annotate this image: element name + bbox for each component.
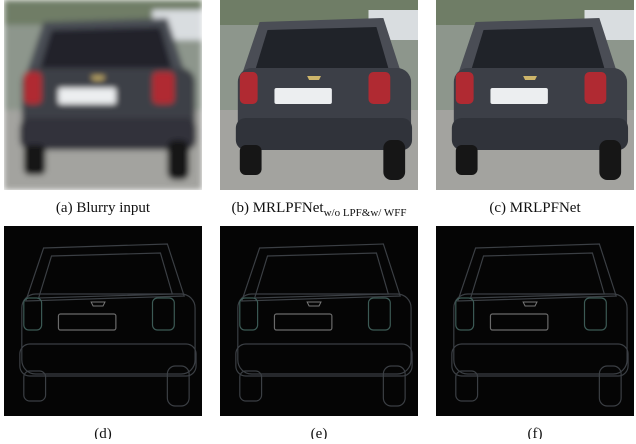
rear-window xyxy=(255,27,389,72)
caption: (f) xyxy=(528,426,543,439)
caption-text: (e) xyxy=(311,426,328,439)
wheel xyxy=(167,140,189,180)
wheel xyxy=(240,145,262,175)
tail-light xyxy=(240,72,258,104)
figure: (a) Blurry input (b) MRLPFNetw/o LPF&w/ W… xyxy=(0,0,636,439)
image-panel xyxy=(4,0,202,190)
scene xyxy=(436,226,634,416)
tail-light xyxy=(153,72,175,104)
caption: (e) xyxy=(311,426,328,439)
caption: (b) MRLPFNetw/o LPF&w/ WFF xyxy=(231,200,406,219)
wheel xyxy=(24,145,46,175)
image xyxy=(220,226,418,416)
image-panel xyxy=(436,226,634,416)
tail-light xyxy=(456,72,474,104)
image-panel xyxy=(220,0,418,190)
image-panel xyxy=(436,0,634,190)
caption: (d) xyxy=(94,426,112,439)
image xyxy=(436,0,634,190)
license-plate xyxy=(58,88,115,104)
rear-window xyxy=(471,27,605,72)
tail-light xyxy=(369,72,391,104)
emblem xyxy=(523,76,537,80)
page: (a) Blurry input (b) MRLPFNetw/o LPF&w/ W… xyxy=(0,0,636,439)
rear-window xyxy=(39,27,173,72)
emblem xyxy=(91,76,105,80)
image xyxy=(4,226,202,416)
wheel xyxy=(599,140,621,180)
license-plate xyxy=(490,88,547,104)
wheel xyxy=(456,145,478,175)
image xyxy=(220,0,418,190)
scene xyxy=(436,0,634,190)
caption: (a) Blurry input xyxy=(56,200,151,216)
image xyxy=(436,226,634,416)
tail-light xyxy=(585,72,607,104)
image xyxy=(4,0,202,190)
emblem xyxy=(307,76,321,80)
scene xyxy=(4,226,202,416)
caption-text: (b) MRLPFNet xyxy=(231,200,324,216)
caption-text: (d) xyxy=(94,426,112,439)
image-panel xyxy=(4,226,202,416)
wheel xyxy=(383,140,405,180)
tail-light xyxy=(24,72,42,104)
caption-subscript: w/o LPF&w/ WFF xyxy=(324,207,407,219)
scene xyxy=(220,0,418,190)
scene xyxy=(220,226,418,416)
caption-text: (a) Blurry input xyxy=(56,200,151,216)
license-plate xyxy=(274,88,331,104)
caption-text: (f) xyxy=(528,426,543,439)
caption: (c) MRLPFNet xyxy=(489,200,581,216)
scene xyxy=(4,0,202,190)
image-panel xyxy=(220,226,418,416)
caption-text: (c) MRLPFNet xyxy=(489,200,581,216)
